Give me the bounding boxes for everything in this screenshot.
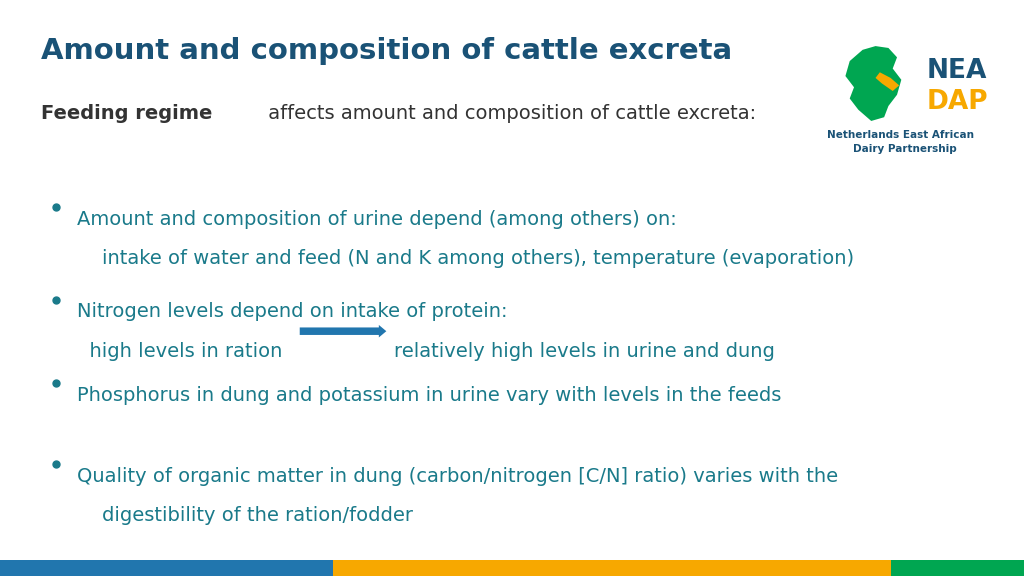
Text: NEA: NEA [927, 58, 987, 84]
Text: digestibility of the ration/fodder: digestibility of the ration/fodder [77, 506, 413, 525]
Text: Netherlands East African: Netherlands East African [827, 130, 975, 139]
Text: relatively high levels in urine and dung: relatively high levels in urine and dung [394, 342, 775, 361]
PathPatch shape [876, 73, 899, 91]
Text: Feeding regime: Feeding regime [41, 104, 212, 123]
Text: DAP: DAP [927, 89, 988, 115]
Text: high levels in ration: high levels in ration [77, 342, 283, 361]
Bar [333, 560, 891, 576]
PathPatch shape [846, 46, 901, 121]
Text: intake of water and feed (N and K among others), temperature (evaporation): intake of water and feed (N and K among … [77, 249, 854, 268]
Text: Nitrogen levels depend on intake of protein:: Nitrogen levels depend on intake of prot… [77, 302, 507, 321]
Text: Amount and composition of cattle excreta: Amount and composition of cattle excreta [41, 37, 732, 66]
Text: Dairy Partnership: Dairy Partnership [853, 144, 956, 154]
Text: Quality of organic matter in dung (carbon/nitrogen [C/N] ratio) varies with the: Quality of organic matter in dung (carbo… [77, 467, 838, 486]
Bar [891, 560, 1024, 576]
Text: affects amount and composition of cattle excreta:: affects amount and composition of cattle… [262, 104, 756, 123]
Bar [0, 560, 333, 576]
Text: Phosphorus in dung and potassium in urine vary with levels in the feeds: Phosphorus in dung and potassium in urin… [77, 386, 781, 405]
Text: Amount and composition of urine depend (among others) on:: Amount and composition of urine depend (… [77, 210, 677, 229]
